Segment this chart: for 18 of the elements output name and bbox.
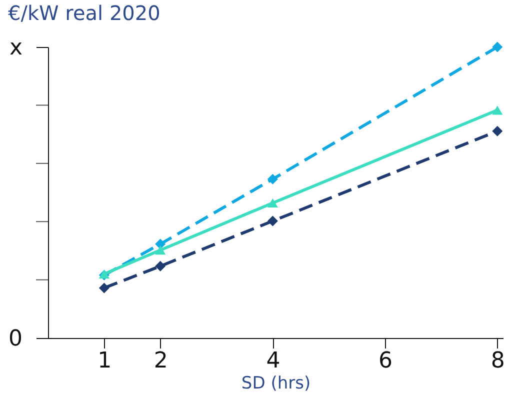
point xyxy=(98,282,110,294)
x-tick-label: 2 xyxy=(154,348,168,374)
x-tick-label: 4 xyxy=(266,348,280,374)
point xyxy=(267,198,278,208)
x-tick-label: 6 xyxy=(378,348,393,374)
x-tick-label: 1 xyxy=(98,348,112,374)
text: 0 xyxy=(8,326,22,352)
x-tick-label: 8 xyxy=(490,348,505,374)
point xyxy=(492,42,503,52)
point xyxy=(267,174,278,184)
text: x xyxy=(9,36,22,60)
point xyxy=(492,106,503,115)
point xyxy=(155,246,166,255)
point xyxy=(155,260,166,272)
point xyxy=(492,126,503,136)
point xyxy=(267,216,278,226)
x-axis-title: SD (hrs) xyxy=(241,374,311,394)
chart-title: €/kW real 2020 xyxy=(8,1,160,25)
